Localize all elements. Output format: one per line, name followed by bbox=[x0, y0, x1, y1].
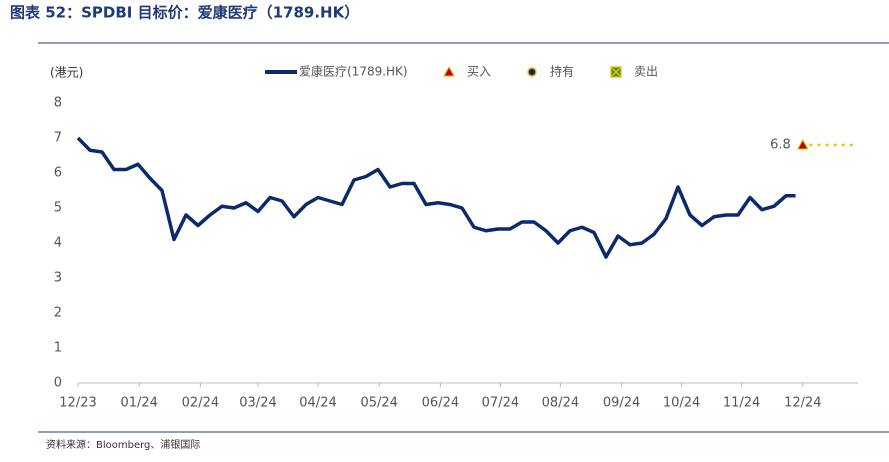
target-marker bbox=[796, 138, 809, 150]
x-tick-label: 04/24 bbox=[299, 396, 336, 411]
x-tick-label: 06/24 bbox=[422, 396, 459, 411]
cross-mark bbox=[611, 67, 621, 77]
y-tick-label: 1 bbox=[54, 341, 62, 356]
legend-marker bbox=[443, 65, 455, 77]
y-tick-label: 2 bbox=[54, 306, 62, 321]
x-tick-label: 05/24 bbox=[360, 396, 397, 411]
value-label: 6.8 bbox=[770, 138, 791, 153]
x-tick-label: 09/24 bbox=[603, 396, 640, 411]
y-tick-label: 7 bbox=[54, 131, 62, 146]
x-tick-label: 08/24 bbox=[542, 396, 579, 411]
x-tick-label: 03/24 bbox=[239, 396, 276, 411]
legend-marker bbox=[527, 67, 537, 77]
legend-label: 卖出 bbox=[634, 65, 658, 79]
y-tick-label: 8 bbox=[54, 96, 62, 111]
source: 资料来源：Bloomberg、浦银国际 bbox=[46, 438, 200, 451]
y-tick-label: 4 bbox=[54, 236, 62, 251]
x-tick-label: 11/24 bbox=[723, 396, 760, 411]
y-tick-label: 0 bbox=[54, 376, 62, 391]
x-tick-label: 01/24 bbox=[120, 396, 157, 411]
chart-title: 图表 52：SPDBI 目标价：爱康医疗（1789.HK） bbox=[10, 4, 359, 22]
x-tick-label: 10/24 bbox=[663, 396, 700, 411]
legend-label: 爱康医疗(1789.HK) bbox=[299, 64, 408, 79]
y-axis-label: (港元) bbox=[50, 66, 83, 80]
y-tick-label: 3 bbox=[54, 271, 62, 286]
y-tick-label: 5 bbox=[54, 201, 62, 216]
x-tick-label: 12/24 bbox=[784, 396, 821, 411]
x-tick-label: 12/23 bbox=[59, 396, 96, 411]
price-line bbox=[76, 136, 796, 259]
legend-label: 持有 bbox=[550, 64, 574, 79]
x-tick-label: 07/24 bbox=[482, 396, 519, 411]
x-tick-label: 02/24 bbox=[182, 396, 219, 411]
y-tick-label: 6 bbox=[54, 166, 62, 181]
legend-label: 买入 bbox=[467, 65, 491, 79]
